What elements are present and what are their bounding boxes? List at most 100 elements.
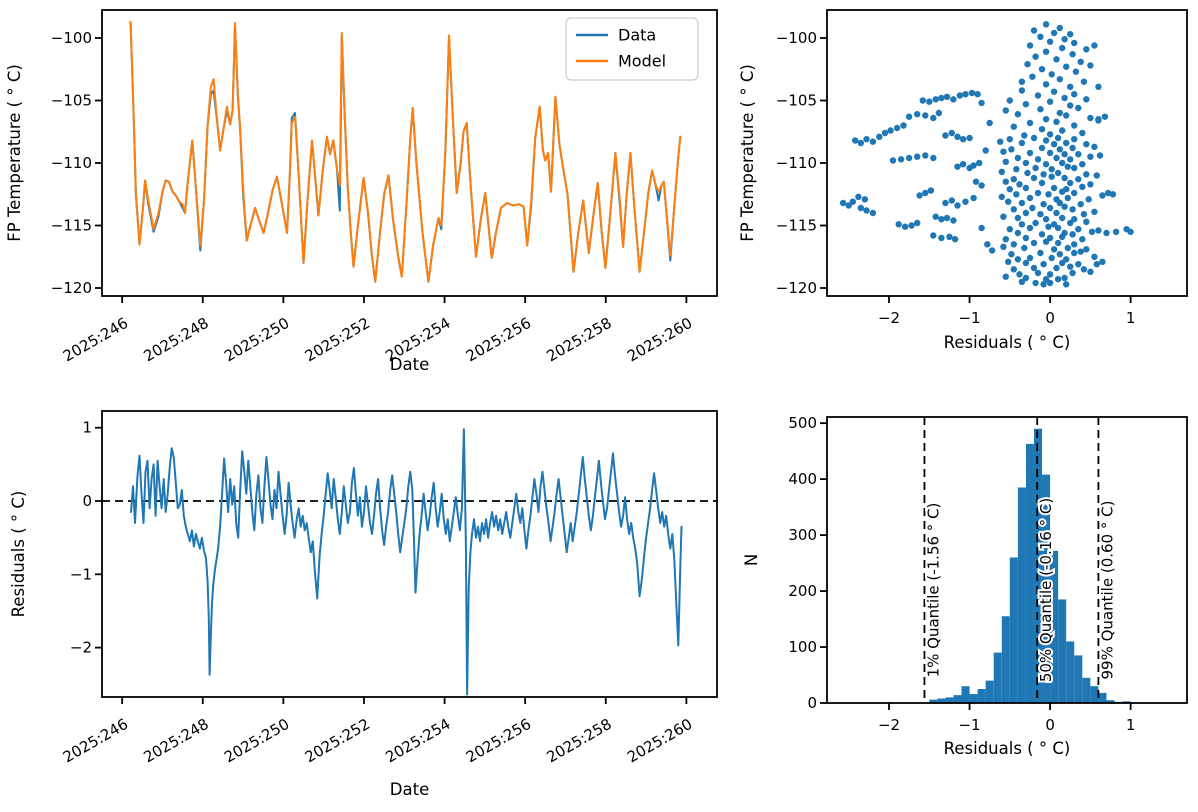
scatter-point (1050, 246, 1058, 253)
scatter-point (1053, 118, 1060, 126)
scatter-point (1064, 194, 1072, 202)
scatter-point (1061, 36, 1068, 43)
scatter-point (1109, 191, 1117, 198)
x-tick-label: 1 (1126, 716, 1136, 734)
scatter-point (1040, 281, 1047, 288)
scatter-point (1050, 141, 1058, 148)
axes-frame (101, 9, 718, 297)
scatter-point (1095, 116, 1102, 123)
x-axis-label: Residuals ( ° C) (944, 333, 1071, 352)
x-tick-label: 2025:248 (141, 715, 212, 767)
x-tick-label: 2025:258 (544, 715, 615, 767)
x-tick-label: 2025:246 (60, 314, 131, 366)
y-tick-label: 300 (788, 526, 817, 544)
residuals-line (130, 428, 683, 696)
histogram-bar (961, 686, 970, 703)
x-tick-label: −2 (878, 309, 900, 327)
scatter-point (997, 138, 1004, 145)
scatter-point (1093, 261, 1101, 268)
scatter-point (893, 124, 901, 132)
scatter-point (1030, 27, 1038, 34)
scatter-point (948, 129, 955, 137)
scatter-point (930, 232, 937, 239)
legend-model-label: Model (618, 52, 666, 71)
scatter-point (1026, 194, 1034, 202)
scatter-point (1083, 46, 1090, 53)
x-tick-label: 2025:246 (60, 715, 131, 767)
scatter-point (1010, 241, 1017, 248)
x-tick-label: −1 (958, 716, 980, 734)
scatter-point (1096, 152, 1104, 159)
x-tick-label: 2025:252 (302, 314, 373, 366)
scatter-point (1006, 97, 1013, 104)
scatter-point (927, 187, 935, 194)
scatter-point (914, 153, 921, 160)
scatter-point (1091, 208, 1098, 215)
scatter-point (1005, 258, 1012, 265)
scatter-point (863, 136, 870, 143)
scatter-point (1093, 172, 1101, 179)
model-line (129, 20, 682, 283)
scatter-point (1083, 96, 1090, 103)
scatter-point (935, 109, 943, 117)
scatter-point (852, 137, 859, 144)
scatter-point (1091, 253, 1098, 260)
histogram-bar (945, 697, 954, 703)
scatter-point (914, 111, 921, 118)
scatter-point (954, 133, 961, 140)
scatter-point (1083, 171, 1090, 178)
scatter-point (1010, 123, 1017, 130)
scatter-point (1087, 153, 1094, 160)
scatter-point (1040, 201, 1047, 208)
scatter-point (1075, 151, 1082, 158)
scatter-point (1104, 189, 1112, 197)
scatter-point (839, 199, 847, 207)
scatter-point (1079, 236, 1086, 243)
scatter-point (1046, 271, 1054, 278)
scatter-point (1087, 181, 1094, 188)
scatter-point (1059, 188, 1066, 195)
scatter-point (938, 216, 945, 223)
scatter-point (1002, 178, 1009, 185)
scatter-point (938, 234, 945, 242)
scatter-point (1067, 156, 1074, 163)
scatter-point (1038, 66, 1046, 73)
scatter-point (1042, 137, 1050, 144)
scatter-point (954, 163, 961, 170)
x-tick-label: 2025:256 (463, 715, 534, 767)
y-axis-label: Residuals ( ° C) (9, 491, 28, 618)
quantile-label: 99% Quantile (0.60 ° C) (1098, 501, 1116, 680)
scatter-point (1032, 164, 1039, 172)
scatter-point (962, 91, 969, 98)
scatter-point (1042, 81, 1050, 88)
scatter-point (1064, 244, 1072, 252)
scatter-point (1040, 171, 1047, 178)
histogram-bar (1058, 599, 1067, 703)
histogram-bar (1017, 487, 1026, 703)
scatter-point (1067, 102, 1074, 109)
scatter-point (1002, 236, 1009, 243)
scatter-point (1042, 238, 1050, 245)
histogram-bar (993, 652, 1002, 703)
scatter-point (1046, 204, 1054, 212)
y-tick-label: −110 (51, 154, 92, 172)
scatter-point (1005, 198, 1012, 205)
scatter-point (914, 219, 921, 227)
scatter-point (1006, 186, 1013, 193)
scatter-point (1069, 51, 1076, 58)
scatter-point (881, 129, 889, 137)
scatter-point (966, 134, 973, 142)
scatter-point (943, 214, 951, 222)
scatter-point (1038, 231, 1046, 238)
scatter-point (1075, 104, 1082, 112)
scatter-point (1083, 141, 1090, 148)
scatter-point (942, 132, 949, 139)
y-tick-label: −1 (70, 565, 92, 583)
scatter-point (1018, 221, 1026, 228)
scatter-point (1067, 263, 1074, 270)
quantile-label: 50% Quantile (-0.16 ° C) (1037, 498, 1055, 682)
scatter-point (1077, 58, 1084, 65)
scatter-point (1071, 249, 1078, 257)
scatter-point (1059, 259, 1066, 267)
scatter-point (1034, 92, 1042, 99)
